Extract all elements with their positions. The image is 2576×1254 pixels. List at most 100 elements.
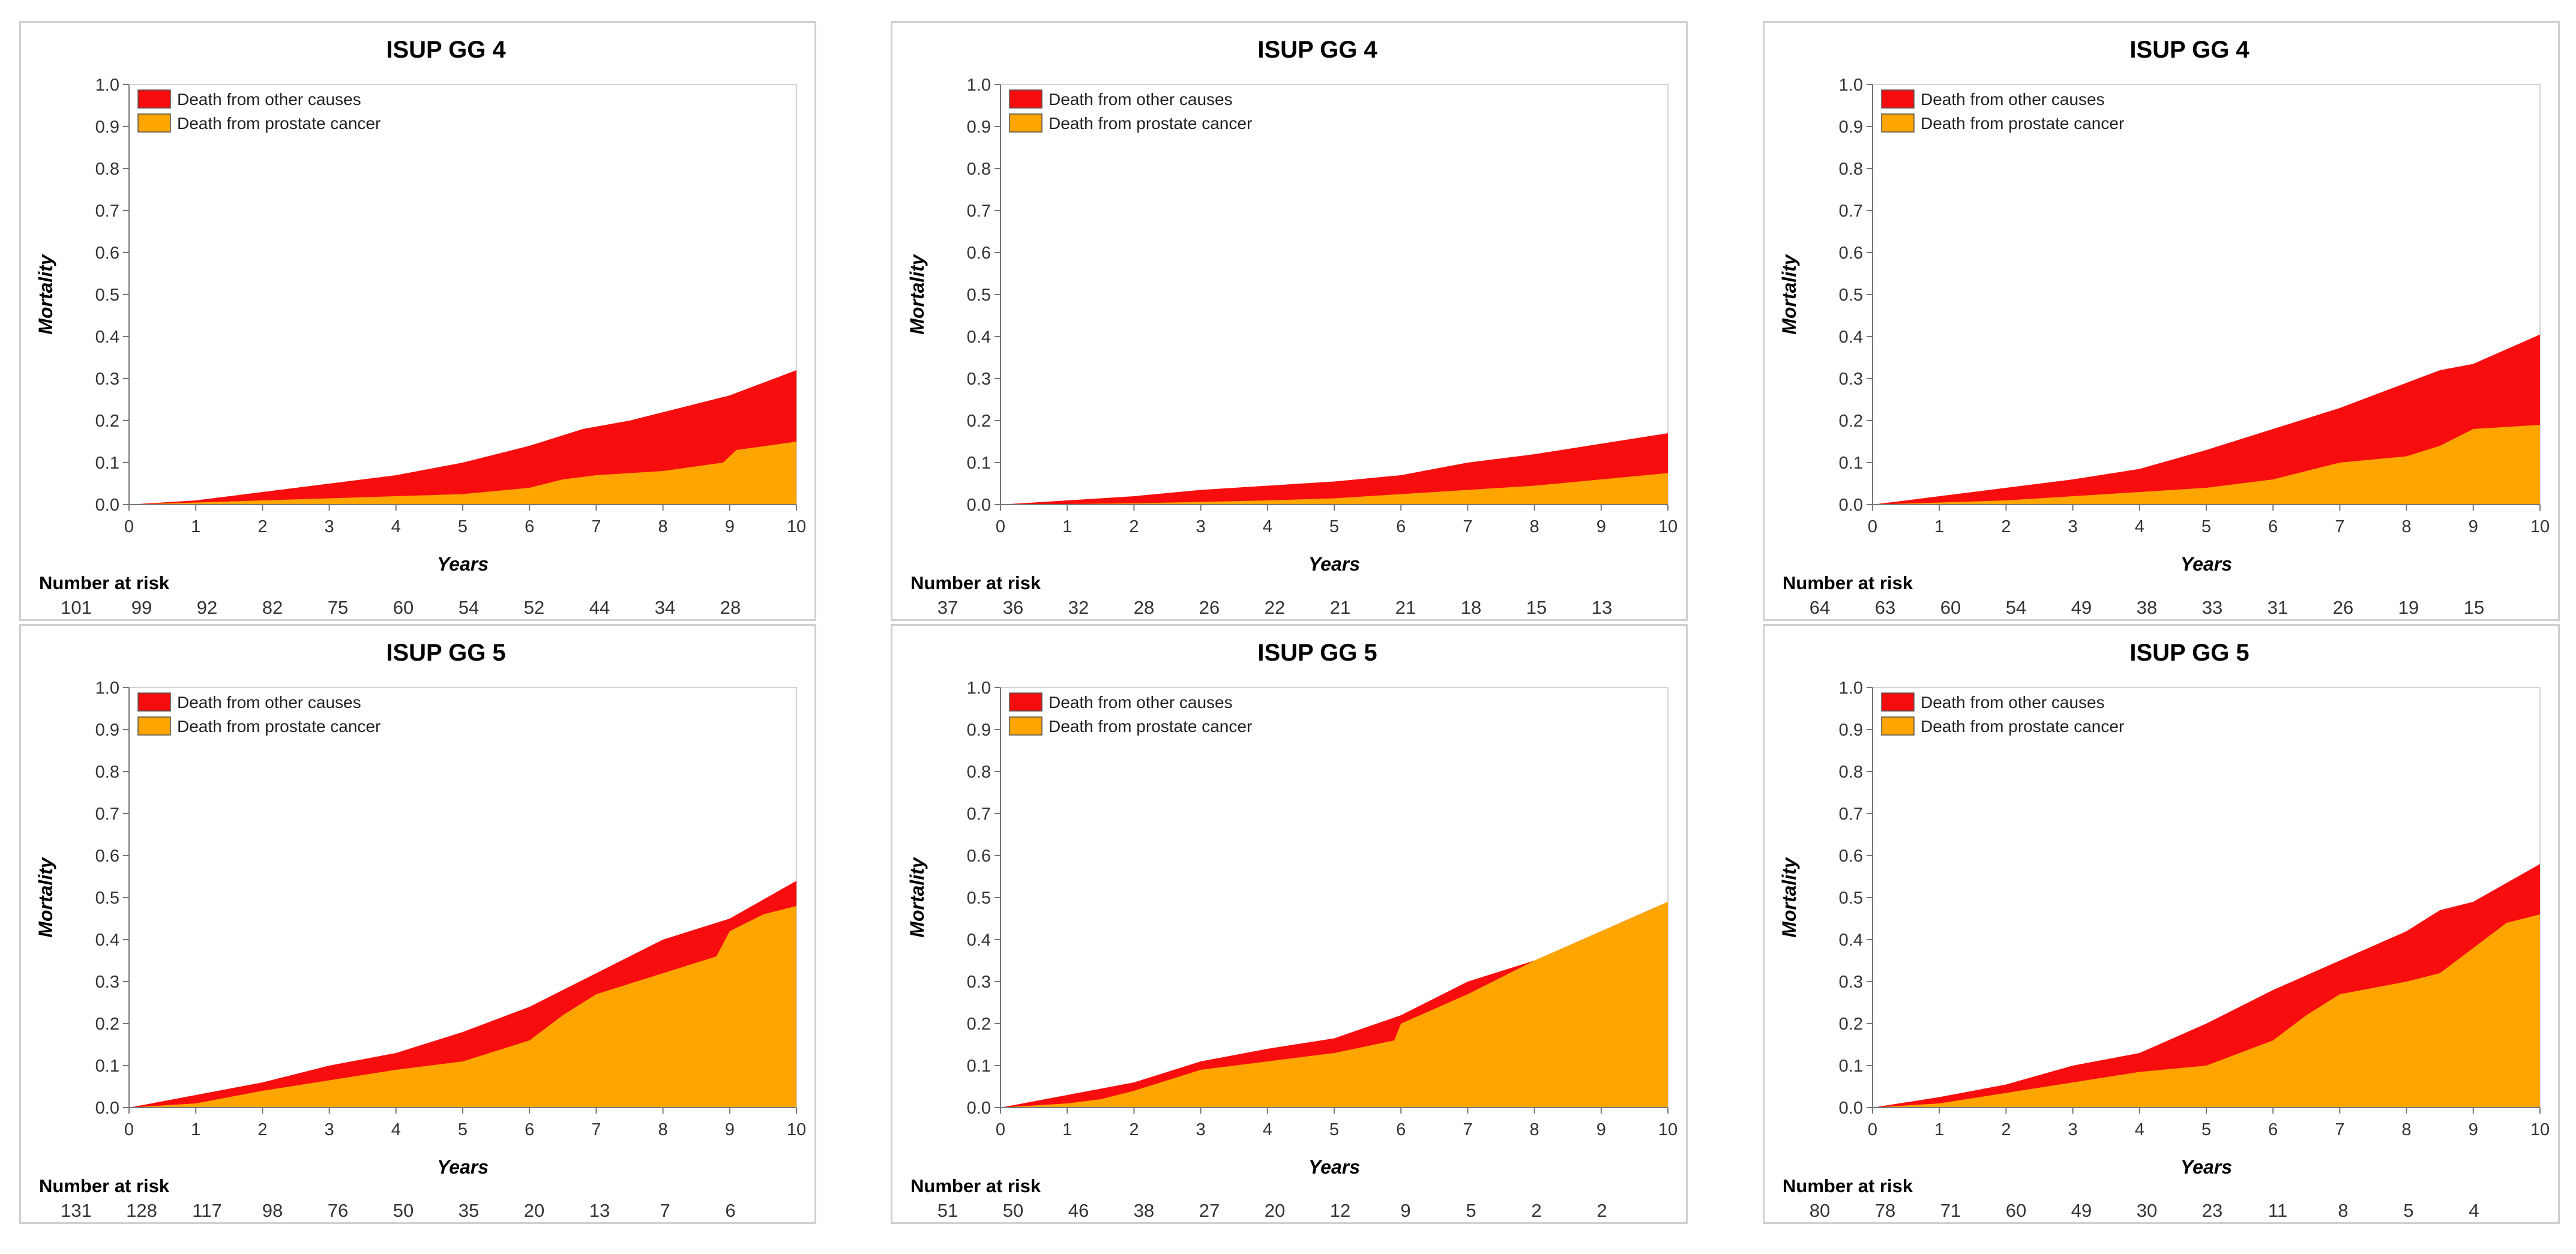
x-tick-label: 7 [2335, 1120, 2344, 1139]
y-tick-label: 0.0 [1839, 496, 1863, 515]
number-at-risk-value: 50 [393, 1200, 414, 1221]
y-tick-label: 1.0 [1839, 76, 1863, 95]
x-axis-label: Years [437, 553, 489, 575]
legend-label-prostate-cancer: Death from prostate cancer [177, 114, 381, 133]
chart-svg: ISUP GG 5 0.0 0.1 0.2 0.3 0.4 0.5 0.6 0.7 0.8 0.9 1… [906, 640, 1678, 1221]
legend-swatch-prostate-cancer [137, 716, 171, 736]
number-at-risk-value: 13 [1592, 597, 1612, 618]
number-at-risk-value: 98 [262, 1200, 283, 1221]
legend-swatch-other-causes [1881, 692, 1915, 712]
number-at-risk-value: 23 [2202, 1200, 2222, 1221]
number-at-risk-value: 5 [1466, 1200, 1476, 1221]
number-at-risk-value: 2 [1596, 1200, 1607, 1221]
x-axis-label: Years [2180, 1156, 2232, 1178]
y-tick-label: 0.6 [967, 244, 991, 263]
number-at-risk-value: 31 [2268, 597, 2288, 618]
x-tick-label: 7 [1463, 1120, 1472, 1139]
x-tick-label: 2 [2001, 1120, 2011, 1139]
x-tick-label: 9 [2469, 1120, 2478, 1139]
number-at-risk-value: 21 [1395, 597, 1416, 618]
x-tick-label: 0 [1868, 517, 1877, 536]
area-prostate-cancer [1001, 902, 1668, 1108]
y-tick-label: 0.5 [967, 286, 991, 305]
x-tick-label: 5 [1329, 517, 1339, 536]
chart-panel: ISUP GG 4 0.0 0.1 0.2 0.3 0.4 0.5 0.6 0.7 0.8 0.9 1… [1763, 21, 2560, 621]
y-tick-label: 0.2 [967, 412, 991, 431]
y-tick-label: 0.9 [1839, 118, 1863, 137]
number-at-risk-value: 20 [524, 1200, 544, 1221]
x-tick-label: 6 [525, 1120, 534, 1139]
y-tick-label: 0.3 [967, 370, 991, 389]
x-tick-label: 2 [257, 1120, 267, 1139]
x-tick-label: 6 [1396, 517, 1406, 536]
y-tick-label: 0.4 [1839, 328, 1863, 347]
legend-label-other-causes: Death from other causes [177, 693, 361, 712]
y-tick-label: 0.7 [95, 805, 119, 824]
number-at-risk-value: 82 [262, 597, 283, 618]
x-tick-label: 2 [257, 517, 267, 536]
legend-swatch-prostate-cancer [137, 113, 171, 133]
y-axis-label: Mortality [35, 856, 56, 938]
legend: Death from other causes Death from prosta… [137, 89, 381, 133]
number-at-risk-value: 2 [1531, 1200, 1541, 1221]
y-tick-label: 0.0 [95, 496, 119, 515]
x-tick-label: 4 [391, 1120, 401, 1139]
legend-label-prostate-cancer: Death from prostate cancer [1921, 114, 2124, 133]
number-at-risk-value: 128 [126, 1200, 157, 1221]
y-tick-label: 0.2 [1839, 1015, 1863, 1034]
y-tick-label: 0.5 [967, 889, 991, 908]
y-tick-label: 0.3 [1839, 370, 1863, 389]
number-at-risk-value: 15 [2464, 597, 2484, 618]
legend-swatch-other-causes [1881, 89, 1915, 109]
number-at-risk-value: 5 [2403, 1200, 2413, 1221]
number-at-risk-value: 64 [1810, 597, 1830, 618]
y-tick-label: 0.3 [95, 973, 119, 992]
number-at-risk-value: 71 [1940, 1200, 1961, 1221]
number-at-risk-value: 26 [1199, 597, 1220, 618]
number-at-risk-value: 46 [1068, 1200, 1089, 1221]
x-tick-label: 2 [2001, 517, 2011, 536]
chart-panel: ISUP GG 4 0.0 0.1 0.2 0.3 0.4 0.5 0.6 0.7 0.8 0.9 1… [19, 21, 816, 621]
number-at-risk-value: 34 [655, 597, 675, 618]
number-at-risk-value: 15 [1526, 597, 1547, 618]
legend-label-other-causes: Death from other causes [1921, 90, 2105, 109]
y-tick-label: 0.0 [967, 1099, 991, 1118]
number-at-risk-value: 78 [1875, 1200, 1895, 1221]
x-tick-label: 0 [124, 517, 134, 536]
number-at-risk-value: 60 [393, 597, 414, 618]
x-tick-label: 8 [2402, 1120, 2412, 1139]
x-tick-label: 8 [1530, 1120, 1539, 1139]
number-at-risk-value: 11 [2268, 1200, 2287, 1221]
y-tick-label: 0.8 [95, 160, 119, 179]
y-tick-label: 1.0 [967, 76, 991, 95]
number-at-risk-value: 37 [937, 597, 958, 618]
y-tick-label: 0.9 [95, 118, 119, 137]
area-prostate-cancer [1001, 473, 1668, 505]
chart-title: ISUP GG 5 [386, 640, 505, 666]
area-prostate-cancer [129, 442, 796, 505]
number-at-risk-value: 50 [1003, 1200, 1023, 1221]
y-tick-label: 0.8 [1839, 763, 1863, 782]
legend-swatch-prostate-cancer [1881, 113, 1915, 133]
y-tick-label: 0.1 [1839, 1057, 1863, 1076]
chart-svg: ISUP GG 4 0.0 0.1 0.2 0.3 0.4 0.5 0.6 0.7 0.8 0.9 1… [906, 37, 1678, 618]
x-tick-label: 8 [2402, 517, 2412, 536]
legend-swatch-other-causes [1009, 89, 1043, 109]
y-tick-label: 1.0 [95, 76, 119, 95]
number-at-risk-value: 99 [131, 597, 152, 618]
chart-svg: ISUP GG 5 0.0 0.1 0.2 0.3 0.4 0.5 0.6 0.7 0.8 0.9 1… [35, 640, 806, 1221]
y-tick-label: 0.7 [1839, 805, 1863, 824]
y-tick-label: 0.6 [1839, 847, 1863, 866]
number-at-risk-value: 38 [1134, 1200, 1154, 1221]
y-tick-label: 0.1 [967, 454, 991, 473]
x-tick-label: 3 [2068, 517, 2078, 536]
y-tick-label: 0.9 [1839, 721, 1863, 740]
x-tick-label: 4 [1263, 1120, 1272, 1139]
y-axis-label: Mortality [906, 253, 928, 335]
legend-swatch-prostate-cancer [1009, 716, 1043, 736]
x-tick-label: 3 [1196, 1120, 1206, 1139]
x-tick-label: 1 [1934, 517, 1944, 536]
chart-panel: ISUP GG 5 0.0 0.1 0.2 0.3 0.4 0.5 0.6 0.7 0.8 0.9 1… [1763, 624, 2560, 1224]
x-tick-label: 0 [996, 1120, 1005, 1139]
y-tick-label: 0.5 [95, 889, 119, 908]
